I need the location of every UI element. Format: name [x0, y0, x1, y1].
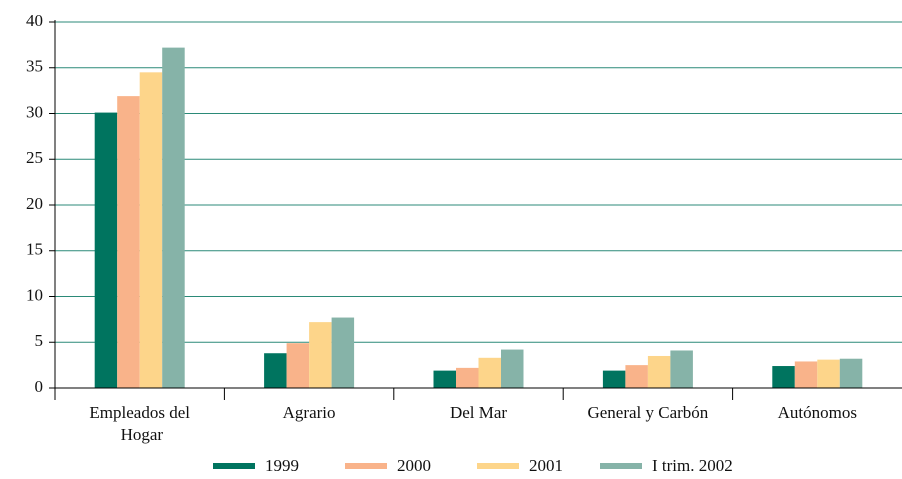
bar: [433, 370, 456, 388]
legend-label: 1999: [265, 456, 299, 475]
y-tick-label: 25: [26, 148, 43, 167]
x-tick-label: Agrario: [283, 403, 336, 422]
bar: [117, 96, 140, 389]
legend-label: I trim. 2002: [652, 456, 733, 475]
x-tick-label: Del Mar: [450, 403, 507, 422]
bar: [794, 361, 818, 388]
y-tick-label: 5: [35, 331, 44, 350]
bar: [286, 343, 310, 388]
bar: [331, 317, 355, 388]
bar: [162, 47, 185, 389]
bar: [670, 350, 693, 388]
bar: [602, 370, 626, 388]
bar: [647, 355, 671, 388]
y-tick-label: 0: [35, 377, 44, 396]
y-tick-label: 20: [26, 194, 43, 213]
legend-label: 2001: [529, 456, 563, 475]
legend-swatch: [600, 463, 642, 469]
bar: [456, 367, 479, 388]
bar: [839, 358, 863, 388]
bar: [817, 359, 840, 388]
y-tick-label: 40: [26, 11, 43, 30]
bar: [309, 322, 332, 388]
bar: [625, 365, 648, 388]
bar: [139, 72, 163, 388]
bar: [478, 357, 501, 388]
legend-swatch: [345, 463, 387, 469]
y-tick-label: 35: [26, 57, 43, 76]
bar: [264, 353, 287, 388]
x-tick-label: Empleados del Hogar: [89, 403, 190, 444]
y-tick-label: 30: [26, 102, 43, 121]
x-tick-label: General y Carbón: [587, 403, 708, 422]
legend-label: 2000: [397, 456, 431, 475]
y-tick-label: 10: [26, 285, 43, 304]
x-tick-label: Autónomos: [778, 403, 857, 422]
bar: [94, 112, 118, 389]
bar: [772, 366, 795, 388]
bar: [501, 349, 524, 388]
y-tick-label: 15: [26, 240, 43, 259]
legend-swatch: [213, 463, 255, 469]
legend-swatch: [477, 463, 519, 469]
